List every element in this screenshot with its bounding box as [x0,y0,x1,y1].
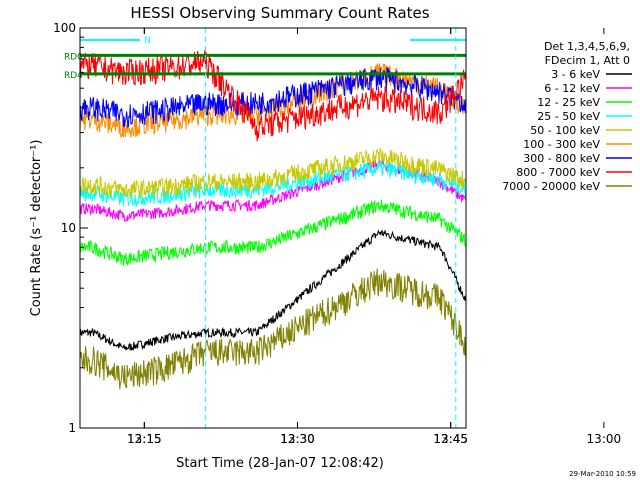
series-group [80,49,466,390]
legend-entry: 3 - 6 keV [551,68,600,81]
legend-entry: 25 - 50 keV [537,110,600,123]
footer-timestamp: 29-Mar-2010 10:59 [569,470,636,478]
legend-entry: 12 - 25 keV [537,96,600,109]
legend-entry: 100 - 300 keV [523,138,600,151]
y-tick-label: 1 [68,421,76,435]
y-tick-label: 100 [53,21,76,35]
legend-entry: 7000 - 20000 keV [502,180,600,193]
plot-area: RD0 RD4 N 12:15 12:30 12:45 13:00 13:15 13:30 13:… [53,21,622,446]
series-line [80,229,466,351]
legend-header: FDecim 1, Att 0 [545,54,630,67]
x-tick-label: 12:30 [280,432,315,446]
series-line [80,66,466,128]
series-line [80,199,466,267]
x-tick-label: 13:15 [127,432,162,446]
legend-entry: 6 - 12 keV [544,82,600,95]
legend-entry: 50 - 100 keV [530,124,600,137]
chart-title: HESSI Observing Summary Count Rates [130,4,429,22]
series-line [80,160,466,208]
y-tick-label: 10 [61,221,76,235]
legend: Det 1,3,4,5,6,9,FDecim 1, Att 03 - 6 keV… [502,40,632,193]
annotation-label: RD4 [64,71,83,81]
x-axis-label: Start Time (28-Jan-07 12:08:42) [176,456,384,471]
series-line [80,147,466,199]
x-tick-label: 12:45 [433,432,468,446]
legend-entry: 800 - 7000 keV [516,166,600,179]
annotation-label: N [144,36,151,46]
plot-frame [79,27,467,429]
legend-header: Det 1,3,4,5,6,9, [544,40,630,53]
legend-entry: 300 - 800 keV [523,152,600,165]
x-tick-label: 12:15 [127,432,162,446]
y-axis-label: Count Rate (s⁻¹ detector⁻¹) [29,140,44,317]
annotation-label: RD0 [64,52,83,62]
series-line [80,268,466,390]
x-tick-label: 13:00 [587,432,622,446]
x-tick-label: 13:30 [280,432,315,446]
x-tick-label: 13:45 [433,432,468,446]
annotation-group: RD0 RD4 N [64,36,466,81]
